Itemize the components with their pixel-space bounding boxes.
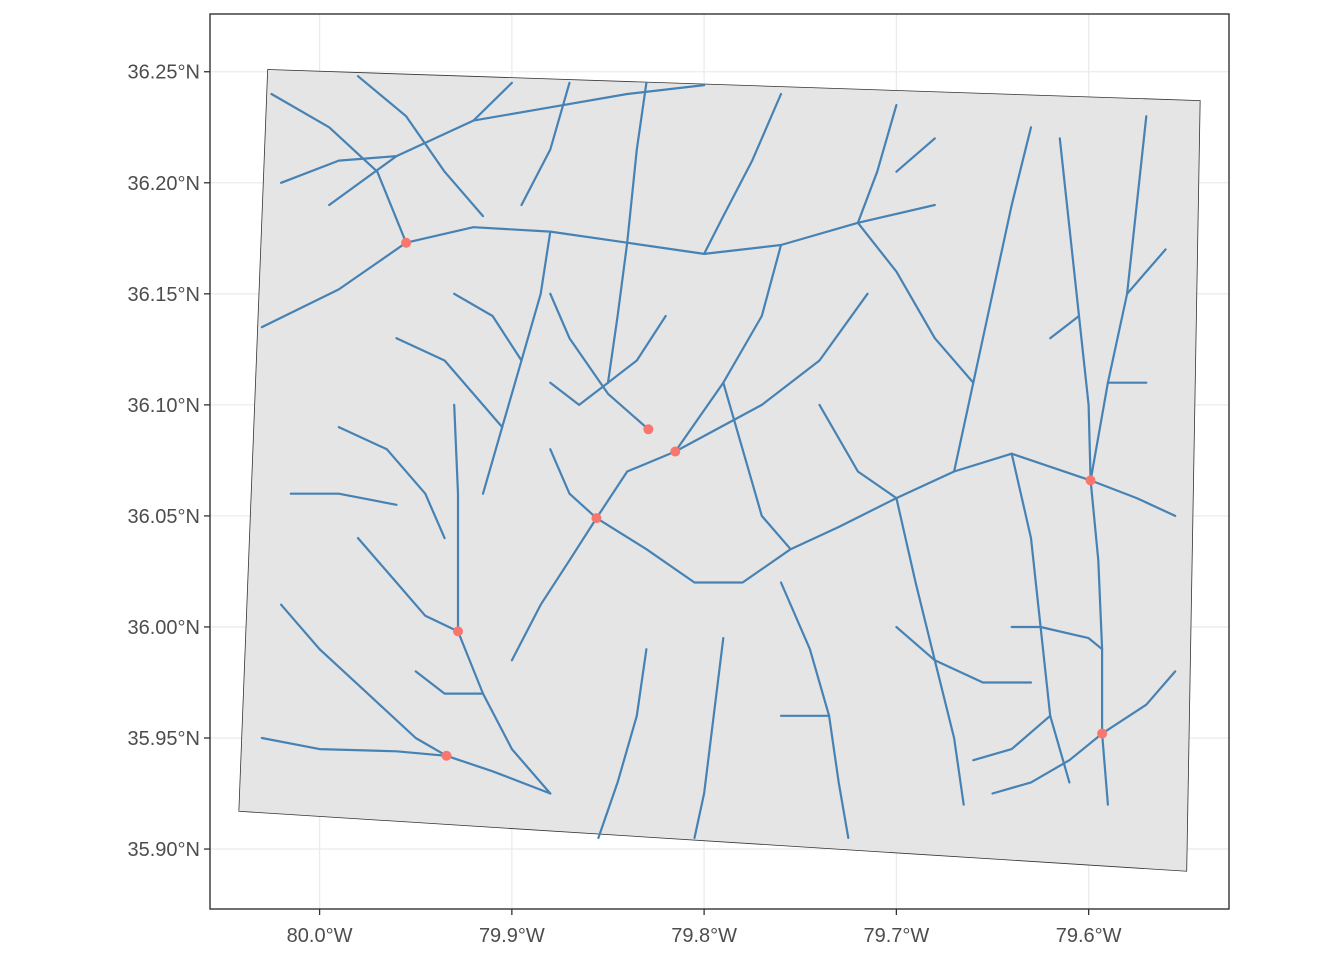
river-line	[549, 292, 650, 431]
x-tick-label: 80.0°W	[287, 925, 353, 947]
site-point	[591, 513, 602, 524]
river-line	[703, 92, 783, 255]
site-point	[1085, 475, 1096, 486]
river-line	[693, 637, 725, 839]
x-tick-label: 79.9°W	[479, 925, 545, 947]
river-line	[895, 137, 936, 173]
river-line	[289, 492, 398, 506]
river-line	[1049, 314, 1081, 340]
river-line	[549, 448, 598, 520]
river-line	[606, 314, 667, 384]
river-line	[818, 403, 898, 500]
river-line	[1010, 625, 1104, 651]
y-tick-label: 36.10°N	[128, 395, 201, 417]
x-tick-label: 79.7°W	[863, 925, 929, 947]
river-line	[453, 292, 523, 362]
river-line	[328, 84, 706, 207]
plot-panel-border	[209, 13, 1230, 910]
river-line	[722, 381, 792, 551]
y-tick-label: 36.05°N	[128, 506, 201, 528]
river-line	[1126, 248, 1167, 295]
river-line	[972, 714, 1052, 762]
river-line	[597, 648, 648, 839]
river-line	[260, 736, 448, 757]
site-point	[441, 750, 452, 761]
river-line	[280, 155, 398, 184]
river-line	[595, 452, 1092, 584]
y-tick-label: 36.00°N	[128, 617, 201, 639]
river-line	[280, 603, 321, 651]
river-line	[549, 381, 610, 406]
river-line	[520, 81, 571, 207]
river-line	[270, 92, 408, 244]
river-line	[606, 241, 629, 384]
y-tick-label: 35.90°N	[128, 839, 201, 861]
river-line	[856, 221, 975, 384]
river-line	[674, 243, 783, 453]
river-network	[260, 75, 1177, 839]
site-point	[1097, 728, 1108, 739]
river-line	[856, 104, 898, 224]
y-tick-label: 36.25°N	[128, 62, 201, 84]
river-line	[356, 537, 460, 633]
river-line	[595, 292, 869, 520]
x-tick-label: 79.6°W	[1056, 925, 1122, 947]
site-point	[453, 626, 464, 637]
river-line	[510, 517, 598, 662]
site-point	[401, 237, 412, 248]
river-line	[953, 126, 1033, 473]
site-point	[643, 424, 654, 435]
river-line	[337, 426, 446, 540]
river-line	[395, 337, 504, 429]
river-line	[895, 625, 1033, 684]
river-line	[260, 203, 936, 329]
y-tick-label: 36.20°N	[128, 173, 201, 195]
x-axis: 80.0°W 79.9°W 79.8°W 79.7°W 79.6°W	[287, 909, 1122, 947]
river-line	[1101, 670, 1177, 735]
y-axis: 35.90°N 35.95°N 36.00°N 36.05°N 36.10°N 36.15…	[128, 62, 210, 861]
y-tick-label: 35.95°N	[128, 728, 201, 750]
river-line	[318, 648, 552, 795]
river-line	[472, 81, 513, 122]
y-tick-label: 36.15°N	[128, 284, 201, 306]
site-point	[670, 446, 681, 457]
river-line	[414, 670, 485, 695]
river-line	[1089, 479, 1177, 517]
river-line	[991, 732, 1104, 795]
river-line	[356, 75, 485, 218]
site-points	[401, 237, 1108, 761]
x-tick-label: 79.8°W	[671, 925, 737, 947]
river-line	[626, 81, 648, 244]
